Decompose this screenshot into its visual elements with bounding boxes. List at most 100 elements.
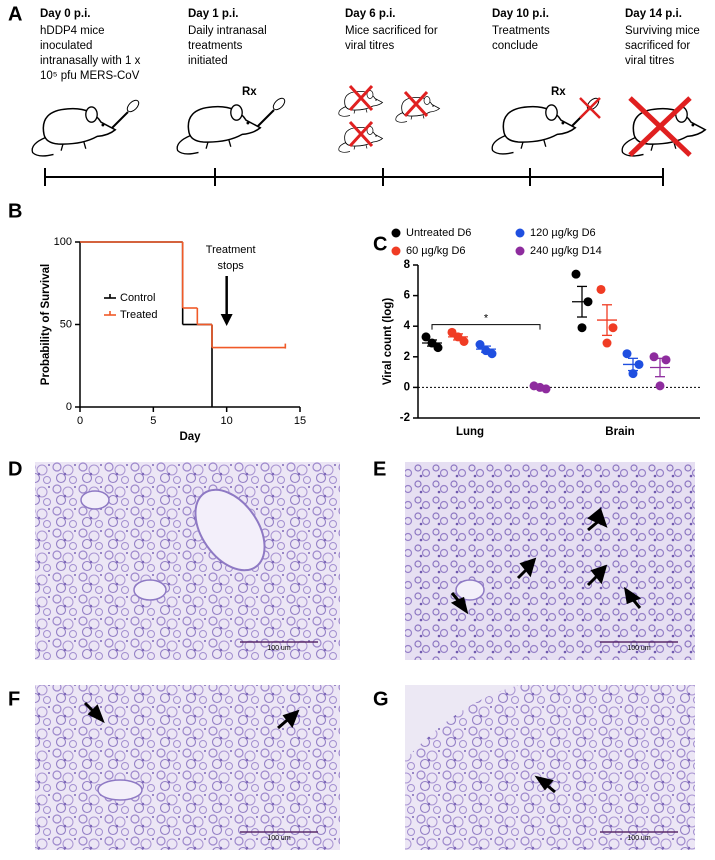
step-title: Day 6 p.i. xyxy=(345,8,396,20)
legend-label: 120 µg/kg D6 xyxy=(530,227,596,239)
cross-mark xyxy=(579,97,601,119)
legend-label: 240 µg/kg D14 xyxy=(530,245,602,257)
x-tick-label: Brain xyxy=(605,426,634,438)
legend-marker xyxy=(515,228,525,238)
panel-label: C xyxy=(373,233,387,255)
plots: 0 50 100 0 5 10 15 Day Probability of Survival Co… xyxy=(40,227,700,443)
step-text: intranasally with 1 x xyxy=(40,55,141,67)
micrograph-f xyxy=(35,685,340,850)
mouse xyxy=(31,106,117,157)
step-text: viral titres xyxy=(625,55,674,67)
x-tick-label: 10 xyxy=(221,415,233,427)
micrograph-e xyxy=(405,462,695,660)
step-text: sacrificed for xyxy=(625,40,690,52)
vessel xyxy=(455,579,485,601)
scale-bar-label: 100 um xyxy=(627,645,651,652)
panel-label: E xyxy=(373,458,386,480)
legend-label: 60 µg/kg D6 xyxy=(406,245,466,257)
vessel xyxy=(194,488,266,572)
panel-label: B xyxy=(8,200,22,222)
x-tick-label: 5 xyxy=(150,415,156,427)
step-text: initiated xyxy=(188,55,228,67)
step-text: Mice sacrificed for xyxy=(345,25,438,37)
timeline: Day 0 p.i. hDDP4 mice inoculated intranasal… xyxy=(40,8,700,186)
cross-mark xyxy=(628,96,692,157)
empty-area xyxy=(405,685,520,760)
legend-label: Control xyxy=(120,292,155,304)
step-title: Day 1 p.i. xyxy=(188,8,239,20)
x-axis-label: Day xyxy=(179,431,201,443)
data-point xyxy=(628,369,638,379)
panel-label: A xyxy=(8,3,22,25)
data-point xyxy=(596,284,606,294)
significance-label: * xyxy=(484,313,489,325)
y-tick-label: 100 xyxy=(54,236,72,248)
annotation: Treatment xyxy=(206,244,256,256)
data-point xyxy=(622,349,632,359)
mice-illustrations: Rx Rx xyxy=(31,84,707,157)
data-point xyxy=(602,338,612,348)
step-text: hDDP4 mice xyxy=(40,25,105,37)
mouse xyxy=(338,126,383,153)
rx-label: Rx xyxy=(242,86,257,98)
micrograph xyxy=(35,685,340,850)
legend-label: Untreated D6 xyxy=(406,227,471,239)
pipette xyxy=(257,97,286,127)
vessel xyxy=(133,579,167,601)
annotation-arrowhead xyxy=(220,314,233,326)
panel-label: D xyxy=(8,458,22,480)
legend-label: Treated xyxy=(120,309,158,321)
step-text: Surviving mice xyxy=(625,25,700,37)
data-point xyxy=(608,323,618,333)
mouse xyxy=(491,104,577,155)
step-text: Daily intranasal xyxy=(188,25,267,37)
y-tick-label: 0 xyxy=(404,381,410,393)
panel-label: F xyxy=(8,688,20,710)
vessel xyxy=(97,779,143,801)
y-tick-label: 8 xyxy=(404,259,411,271)
y-axis-label: Probability of Survival xyxy=(40,264,52,385)
step-text: conclude xyxy=(492,40,538,52)
y-axis-label: Viral count (log) xyxy=(382,298,394,385)
step-title: Day 14 p.i. xyxy=(625,8,682,20)
scale-bar-label: 100 um xyxy=(267,835,291,842)
step-title: Day 0 p.i. xyxy=(40,8,91,20)
y-tick-label: -2 xyxy=(400,412,410,424)
x-tick-label: Lung xyxy=(456,426,484,438)
legend-marker xyxy=(515,246,525,256)
annotation: stops xyxy=(218,260,245,272)
mouse xyxy=(338,90,383,117)
micrograph-d xyxy=(35,462,340,660)
data-point xyxy=(649,352,659,362)
panel-label: G xyxy=(373,688,389,710)
x-tick-label: 0 xyxy=(77,415,83,427)
y-tick-label: 2 xyxy=(404,351,410,363)
micrograph xyxy=(405,462,695,660)
panel-labels: A B C D E F G xyxy=(8,3,389,710)
y-tick-label: 4 xyxy=(404,320,411,332)
legend-marker xyxy=(391,228,401,238)
step-text: treatments xyxy=(188,40,243,52)
pipette xyxy=(111,99,140,129)
scale-bars: 100 um 100 um 100 um 100 um xyxy=(240,641,678,842)
vessel xyxy=(80,490,110,510)
step-title: Day 10 p.i. xyxy=(492,8,549,20)
step-text: viral titres xyxy=(345,40,394,52)
data-point xyxy=(571,269,581,279)
data-point xyxy=(655,381,665,391)
scale-bar-label: 100 um xyxy=(267,645,291,652)
cross-marks xyxy=(348,84,429,148)
legend-marker xyxy=(391,246,401,256)
micrograph-g xyxy=(405,685,695,850)
micrograph xyxy=(35,462,340,660)
step-text: inoculated xyxy=(40,40,92,52)
data-point xyxy=(661,355,671,365)
rx-label: Rx xyxy=(551,86,566,98)
x-tick-label: 15 xyxy=(294,415,306,427)
step-text: Treatments xyxy=(492,25,550,37)
significance-bracket xyxy=(431,324,541,330)
arrows xyxy=(83,507,642,794)
